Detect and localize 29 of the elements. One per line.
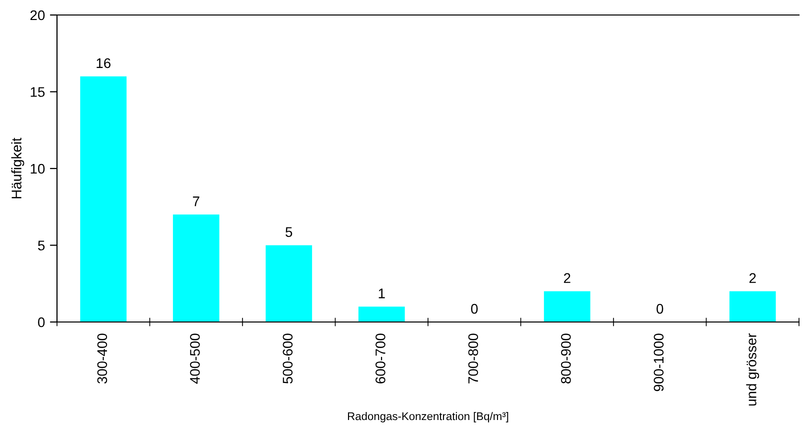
bar [729, 291, 776, 322]
y-axis-title: Häufigkeit [11, 138, 24, 198]
data-label: 2 [564, 273, 570, 283]
x-tick-label: 800-900 [561, 334, 571, 384]
data-label: 5 [286, 227, 292, 237]
bar [172, 214, 220, 322]
x-tick-label: 900-1000 [654, 334, 664, 392]
bar [544, 291, 590, 322]
data-label: 16 [96, 58, 110, 68]
data-label: 0 [656, 304, 664, 314]
data-label: 1 [378, 288, 385, 298]
y-tick-label: 20 [30, 10, 45, 20]
y-tick-label: 10 [30, 164, 45, 174]
bar [266, 245, 312, 322]
x-tick-label: 500-600 [282, 334, 293, 384]
x-tick-label: 700-800 [468, 334, 478, 384]
y-tick-label: 15 [30, 87, 45, 97]
x-tick-label: und grösser [746, 333, 760, 406]
x-tick-label: 300-400 [97, 334, 108, 384]
data-label: 7 [192, 196, 200, 206]
y-tick-label: 5 [38, 240, 45, 250]
y-tick-label: 0 [38, 317, 45, 328]
data-label: 2 [749, 273, 756, 283]
x-tick-label: 600-700 [376, 334, 386, 384]
bar [80, 76, 127, 322]
bar [358, 306, 405, 322]
x-tick-label: 400-500 [190, 334, 200, 384]
x-axis-title: Radongas-Konzentration [Bq/m³] [348, 412, 508, 422]
data-label: 0 [471, 304, 478, 314]
